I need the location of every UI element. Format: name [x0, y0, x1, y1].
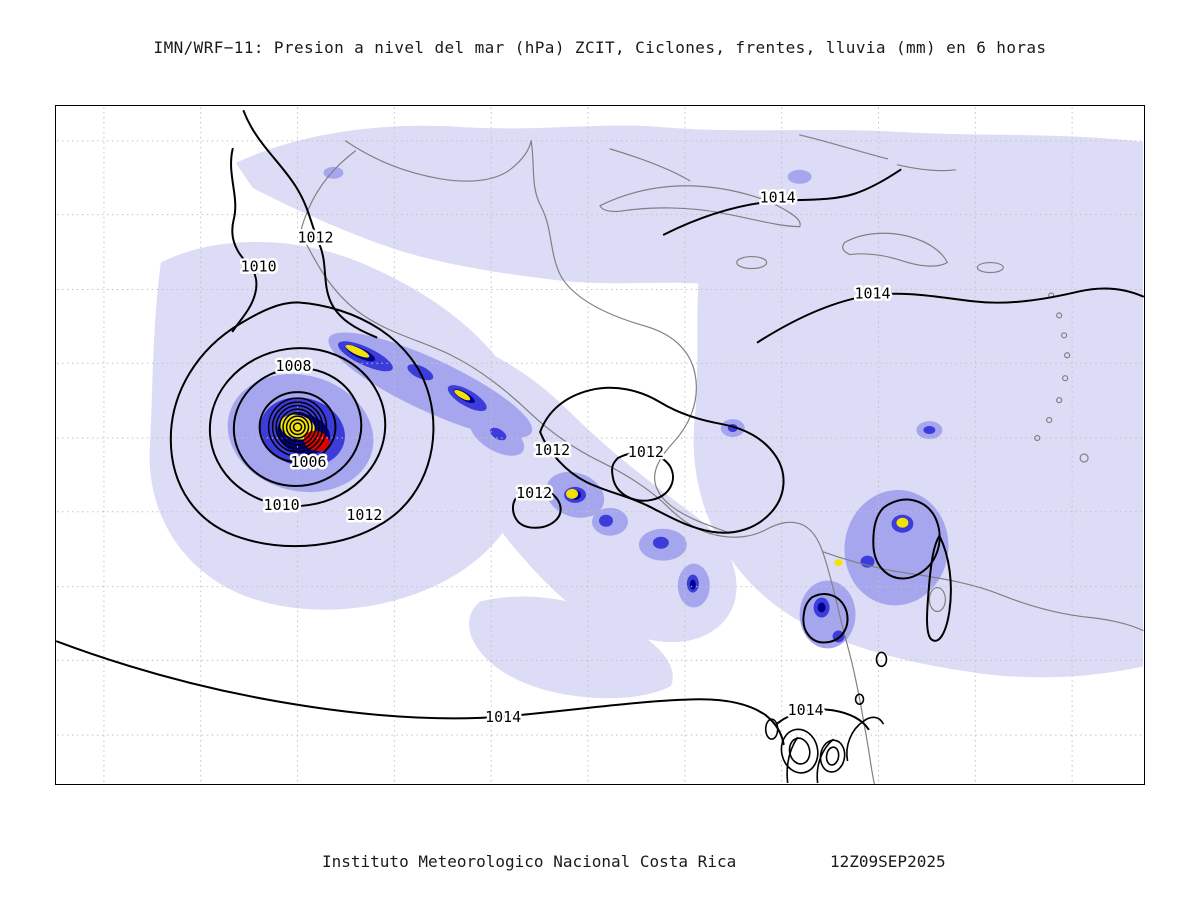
isobar-1012-central-loop: [539, 386, 785, 534]
institution-label: Instituto Meteorologico Nacional Costa R…: [322, 852, 737, 871]
chart-title: IMN/WRF−11: Presion a nivel del mar (hPa…: [153, 38, 1047, 57]
cyclone-ring-1008: [232, 367, 363, 488]
run-timestamp: 12Z09SEP2025: [830, 852, 946, 871]
rain-max-areas: [303, 430, 330, 452]
coast-lake-maracaibo: [928, 586, 946, 613]
coast-south-america-pacific: [821, 551, 876, 784]
isobar-label: 1012: [346, 506, 382, 524]
isobar-labels: 1012 1010 1014 1014 1008 1006 1010 1012 1012 1012…: [238, 186, 893, 728]
isobar-1014-mid: [756, 287, 1144, 344]
isobar-contours: [56, 109, 1144, 784]
cyclone-ring-1010: [208, 347, 387, 508]
coast-mexico: [299, 150, 357, 234]
isobar-1012-north: [242, 109, 378, 339]
precipitation-shading: [149, 125, 1144, 699]
weather-map-svg: 1012 1010 1014 1014 1008 1006 1010 1012 1012 1012…: [56, 106, 1144, 784]
coast-cuba: [599, 185, 801, 228]
isobar-label: 1008: [276, 357, 312, 375]
coast-caribbean-central-america: [530, 140, 730, 534]
rain-light-areas: [149, 125, 1144, 699]
isobar-label: 1006: [291, 453, 327, 471]
coast-bahamas-florida: [609, 134, 956, 182]
isobar-label: 1014: [854, 284, 890, 302]
coast-pacific-central-america: [299, 232, 824, 553]
isobar-1014-bottom: [56, 640, 785, 746]
coast-puerto-rico: [976, 261, 1004, 274]
cyclone-ring-1006: [258, 391, 337, 463]
map-frame: 1012 1010 1014 1014 1008 1006 1010 1012 1012 1012…: [55, 105, 1145, 785]
isobar-1012-inner-loop: [611, 451, 674, 502]
isobar-1014-top: [662, 168, 902, 236]
coast-lesser-antilles: [1034, 292, 1089, 463]
isobar-label: 1012: [534, 441, 570, 459]
isobar-label: 1010: [241, 258, 277, 276]
isobar-label: 1012: [628, 443, 664, 461]
isobar-1010-north: [230, 147, 258, 333]
isobar-1012-small-loop: [512, 487, 562, 529]
terrain-contour-cluster: [764, 651, 888, 784]
coast-gulf: [344, 140, 532, 182]
isobar-colombia-loop-3: [802, 593, 849, 644]
isobar-label: 1014: [760, 189, 796, 207]
isobar-colombia-loop-2: [926, 533, 952, 642]
isobar-colombia-loop-1: [872, 498, 941, 580]
cyclone-inner-rings: [267, 397, 328, 457]
isobar-label: 1014: [788, 701, 824, 719]
isobar-label: 1012: [516, 484, 552, 502]
isobar-label: 1010: [264, 496, 300, 514]
isobar-label: 1014: [485, 708, 521, 726]
coast-jamaica: [736, 255, 768, 270]
cyclone-ring-1012: [169, 301, 435, 548]
cyclone-contours: [169, 301, 435, 548]
isobar-label: 1012: [298, 229, 334, 247]
coast-hispaniola: [842, 232, 949, 267]
